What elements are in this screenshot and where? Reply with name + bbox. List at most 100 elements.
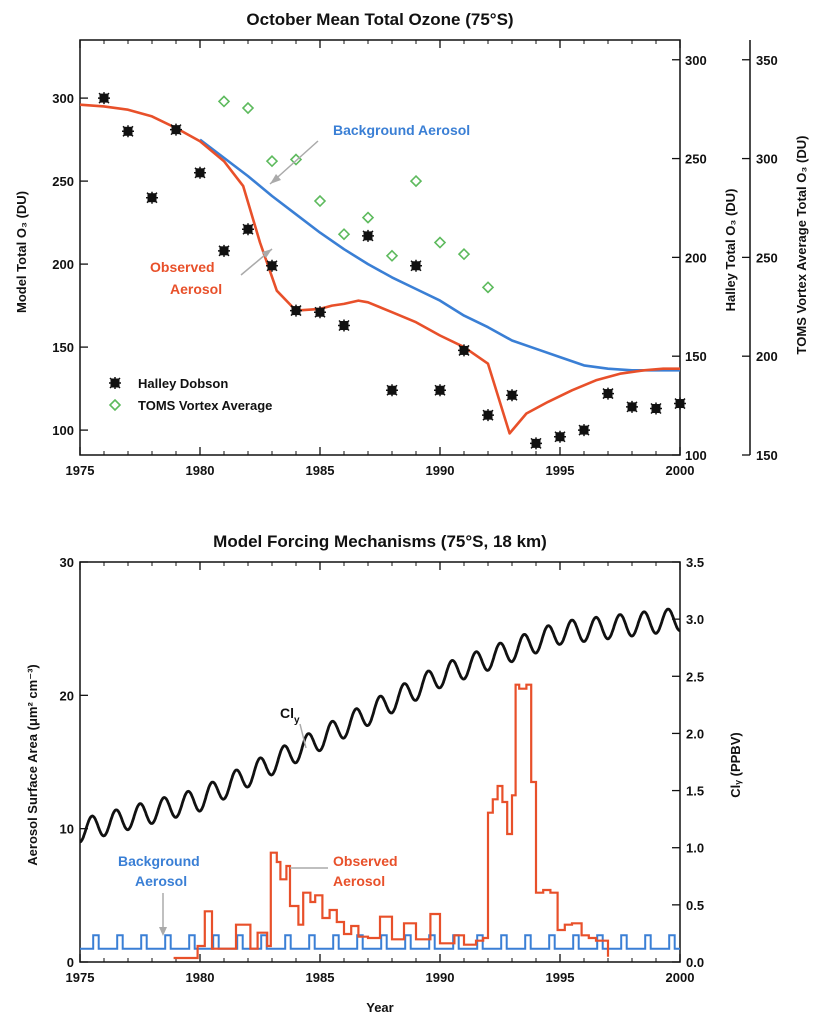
ozone-right-tick-label: 200	[685, 250, 707, 265]
legend-halley-label: Halley Dobson	[138, 376, 228, 391]
toms-vortex-point	[217, 95, 231, 108]
ozone-y-tick-label: 100	[52, 423, 74, 438]
halley-dobson-point	[98, 92, 110, 105]
background-aerosol-pointer-head	[159, 927, 167, 936]
ozone-right2-tick-label: 350	[756, 53, 778, 68]
forcing-y-tick-label: 30	[60, 555, 74, 570]
forcing-plot-frame	[79, 561, 681, 963]
ozone-right-tick-label: 100	[685, 448, 707, 463]
ozone-y-tick-label: 150	[52, 340, 74, 355]
forcing-right-tick-label: 1.0	[686, 841, 704, 856]
observed-aerosol-arrowhead	[262, 249, 272, 258]
ozone-x-tick-label: 2000	[666, 463, 695, 478]
halley-dobson-point	[170, 123, 182, 136]
ozone-right2-tick-label: 150	[756, 448, 778, 463]
ozone-left-axis-label: Model Total O₃ (DU)	[14, 191, 29, 313]
halley-dobson-point	[338, 319, 350, 332]
ozone-right-axis-label: Halley Total O₃ (DU)	[723, 189, 738, 312]
ozone-series	[79, 103, 680, 435]
halley-dobson-point	[602, 387, 614, 400]
cly-annotation-subscript: y	[294, 715, 300, 726]
forcing-right-tick-label: 0.0	[686, 955, 704, 970]
halley-dobson-point	[242, 223, 254, 236]
background-aerosol-line	[199, 138, 680, 372]
halley-dobson-point	[266, 259, 278, 272]
ozone-right-tick-label: 150	[685, 349, 707, 364]
ozone-chart-title: October Mean Total Ozone (75°S)	[246, 10, 513, 29]
forcing-x-tick-label: 1985	[306, 970, 335, 985]
forcing-right-axis-label: Clᵧ (PPBV)	[728, 732, 743, 797]
forcing-y-tick-label: 0	[67, 955, 74, 970]
toms-vortex-point	[385, 249, 399, 262]
forcing-panel: Model Forcing Mechanisms (75°S, 18 km) 1…	[25, 532, 743, 1015]
halley-dobson-point	[122, 125, 134, 138]
cly-annotation: Cly	[280, 705, 300, 726]
forcing-x-tick-label: 1995	[546, 970, 575, 985]
toms-vortex-point	[313, 194, 327, 208]
halley-dobson-point	[578, 424, 590, 437]
ozone-x-tick-label: 1975	[66, 463, 95, 478]
ozone-x-tick-label: 1985	[306, 463, 335, 478]
background-aerosol-arrowhead	[270, 174, 281, 184]
background-aerosol-label-line2: Aerosol	[135, 873, 187, 889]
toms-vortex-point	[481, 281, 495, 294]
legend-toms-label: TOMS Vortex Average	[138, 398, 272, 413]
halley-dobson-point	[458, 344, 470, 357]
forcing-x-tick-label: 1975	[66, 970, 95, 985]
toms-vortex-point	[241, 101, 255, 115]
toms-vortex-point	[361, 211, 375, 224]
halley-dobson-point	[506, 389, 518, 402]
observed-aerosol-label-line1: Observed	[333, 853, 398, 869]
forcing-right-tick-label: 3.0	[686, 612, 704, 627]
forcing-right-tick-label: 2.5	[686, 669, 704, 684]
forcing-right-tick-label: 1.5	[686, 784, 704, 799]
ozone-axes: 1975 1980 1985 1990 1995 20001001502002503001…	[52, 39, 778, 478]
ozone-y-tick-label: 200	[52, 257, 74, 272]
ozone-y-tick-label: 250	[52, 174, 74, 189]
halley-dobson-point	[674, 397, 686, 410]
legend-halley-marker	[109, 377, 121, 389]
observed-aerosol-annotation-line2: Aerosol	[170, 281, 222, 297]
ozone-right2-tick-label: 250	[756, 250, 778, 265]
forcing-left-axis-label: Aerosol Surface Area (μm² cm⁻³)	[25, 664, 40, 865]
forcing-right-tick-label: 0.5	[686, 898, 704, 913]
ozone-right2-tick-label: 200	[756, 349, 778, 364]
halley-dobson-point	[146, 191, 158, 204]
ozone-points	[98, 92, 686, 450]
forcing-y-tick-label: 10	[60, 822, 74, 837]
halley-dobson-point	[482, 409, 494, 422]
forcing-x-axis-label: Year	[366, 1000, 393, 1015]
toms-vortex-point	[337, 228, 351, 241]
forcing-x-tick-label: 2000	[666, 970, 695, 985]
ozone-right2-tick-label: 300	[756, 152, 778, 167]
background-aerosol-annotation: Background Aerosol	[333, 122, 470, 138]
forcing-x-tick-label: 1980	[186, 970, 215, 985]
cly-annotation-main: Cl	[280, 705, 294, 721]
ozone-x-tick-label: 1980	[186, 463, 215, 478]
ozone-right-tick-label: 300	[685, 53, 707, 68]
toms-vortex-point	[265, 155, 279, 168]
forcing-series	[79, 607, 681, 960]
halley-dobson-point	[314, 306, 326, 319]
halley-dobson-point	[290, 304, 302, 317]
ozone-legend: Halley Dobson TOMS Vortex Average	[108, 376, 272, 413]
halley-dobson-point	[218, 244, 230, 257]
halley-dobson-point	[530, 437, 542, 450]
halley-dobson-point	[194, 166, 206, 179]
halley-dobson-point	[434, 384, 446, 397]
halley-dobson-point	[386, 384, 398, 397]
halley-dobson-point	[554, 430, 566, 443]
ozone-x-tick-label: 1995	[546, 463, 575, 478]
cly-line	[79, 607, 681, 844]
ozone-plot-frame	[79, 39, 681, 456]
halley-dobson-point	[626, 400, 638, 413]
halley-dobson-point	[650, 402, 662, 415]
toms-vortex-point	[409, 174, 423, 188]
ozone-right-tick-label: 250	[685, 152, 707, 167]
observed-aerosol-annotation-line1: Observed	[150, 259, 215, 275]
observed-aerosol-line	[79, 103, 680, 435]
halley-dobson-point	[410, 259, 422, 272]
legend-toms-marker	[108, 398, 122, 412]
forcing-chart-title: Model Forcing Mechanisms (75°S, 18 km)	[213, 532, 547, 551]
